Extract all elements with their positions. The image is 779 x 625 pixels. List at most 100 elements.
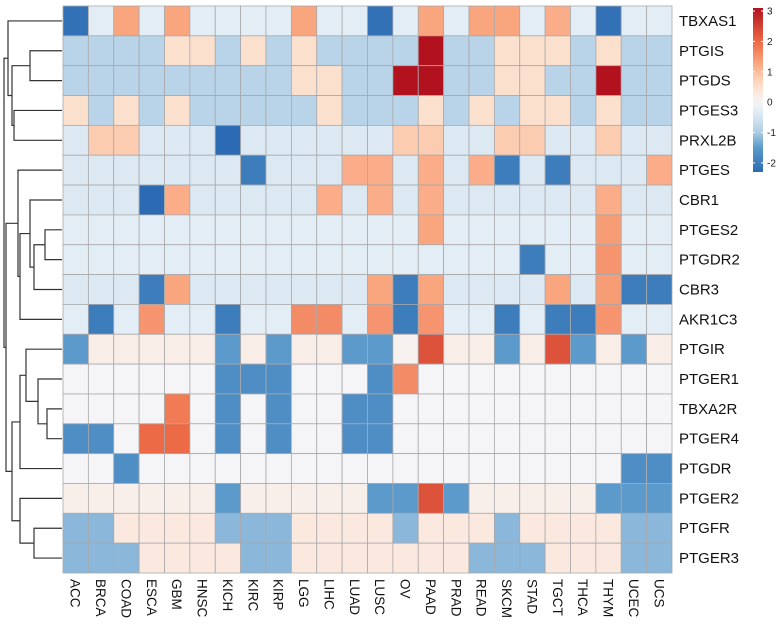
heatmap-cell-PTGER1-ACC: [62, 363, 89, 395]
heatmap-cells: [62, 5, 673, 574]
heatmap-cell-PTGER3-READ: [468, 542, 495, 574]
heatmap-cell-CBR3-KIRC: [240, 274, 267, 305]
heatmap-cell-PTGER3-UCS: [646, 542, 673, 574]
heatmap-cell-AKR1C3-LUAD: [341, 304, 368, 335]
heatmap-cell-PTGES-PRAD: [443, 154, 470, 186]
heatmap-cell-CBR3-COAD: [113, 274, 140, 305]
heatmap-cell-PTGER2-READ: [468, 483, 495, 514]
heatmap-cell-PTGER1-PAAD: [417, 363, 445, 395]
heatmap-cell-PTGES-LUAD: [341, 154, 368, 186]
heatmap-cell-PTGER1-SKCM: [493, 363, 521, 395]
heatmap-cell-PTGIR-HNSC: [189, 333, 216, 365]
heatmap-cell-PTGDR2-UCEC: [620, 244, 648, 275]
heatmap-cell-PTGFR-LGG: [290, 512, 318, 544]
row-label: PTGDR2: [679, 252, 740, 269]
heatmap-cell-PTGDR2-BRCA: [87, 244, 115, 275]
heatmap-cell-PTGIR-COAD: [113, 333, 140, 365]
heatmap-cell-TBXA2R-KIRC: [240, 393, 267, 425]
heatmap-cell-PTGES3-LUAD: [341, 95, 368, 126]
heatmap-cell-PTGER2-STAD: [519, 483, 546, 514]
heatmap-cell-PTGER4-ESCA: [138, 423, 165, 455]
heatmap-cell-PRXL2B-KIRC: [240, 124, 267, 156]
heatmap-cell-AKR1C3-KIRC: [240, 304, 267, 335]
heatmap-cell-AKR1C3-TGCT: [544, 304, 571, 335]
dendrogram-branch: [11, 65, 30, 126]
heatmap-cell-PTGIR-SKCM: [493, 333, 521, 365]
dendrogram-branch: [17, 169, 62, 278]
heatmap-cell-AKR1C3-SKCM: [493, 304, 521, 335]
heatmap-cell-PTGIR-STAD: [519, 333, 546, 365]
heatmap-cell-PTGDR-ESCA: [138, 453, 165, 484]
heatmap-cell-CBR1-ACC: [62, 184, 89, 216]
heatmap-cell-PTGES3-READ: [468, 95, 495, 126]
column-label: BRCA: [93, 579, 108, 617]
heatmap-cell-PTGDS-KIRP: [265, 65, 292, 96]
dendrogram-branch: [37, 378, 62, 425]
heatmap-cell-PTGES-READ: [468, 154, 495, 186]
heatmap-cell-PTGER4-LGG: [290, 423, 318, 455]
heatmap-cell-PRXL2B-UCEC: [620, 124, 648, 156]
heatmap-cell-PTGDS-THYM: [595, 65, 622, 96]
heatmap-cell-PTGFR-KICH: [214, 512, 242, 544]
heatmap-cell-PTGER1-UCS: [646, 363, 673, 395]
heatmap-cell-PRXL2B-PAAD: [417, 124, 445, 156]
heatmap-cell-PTGDR-KICH: [214, 453, 242, 484]
heatmap-cell-PTGFR-LIHC: [316, 512, 343, 544]
heatmap-cell-PRXL2B-THYM: [595, 124, 622, 156]
heatmap-cell-PTGER4-UCS: [646, 423, 673, 455]
heatmap-cell-TBXAS1-THCA: [570, 5, 597, 37]
heatmap-cell-PTGFR-HNSC: [189, 512, 216, 544]
heatmap-cell-PTGES-OV: [392, 154, 419, 186]
heatmap-cell-PTGER4-READ: [468, 423, 495, 455]
heatmap-cell-PTGES2-STAD: [519, 214, 546, 246]
row-label: PTGIS: [679, 43, 724, 60]
heatmap-cell-CBR1-LUSC: [367, 184, 394, 216]
row-label: TBXA2R: [679, 401, 738, 418]
heatmap-cell-PTGER4-THYM: [595, 423, 622, 455]
column-label: UCS: [651, 579, 666, 608]
heatmap-cell-PTGER1-LIHC: [316, 363, 343, 395]
heatmap-cell-CBR3-ESCA: [138, 274, 165, 305]
heatmap-cell-PTGER3-LIHC: [316, 542, 343, 574]
heatmap-cell-PTGES3-PRAD: [443, 95, 470, 126]
heatmap-cell-PRXL2B-SKCM: [493, 124, 521, 156]
heatmap-cell-PTGES2-LGG: [290, 214, 318, 246]
column-label: KICH: [220, 579, 235, 611]
heatmap-cell-TBXA2R-READ: [468, 393, 495, 425]
heatmap-cell-PTGFR-UCS: [646, 512, 673, 544]
heatmap-cell-PTGES2-LIHC: [316, 214, 343, 246]
heatmap-cell-TBXAS1-UCEC: [620, 5, 648, 37]
heatmap-cell-PTGES2-ESCA: [138, 214, 165, 246]
heatmap-cell-PTGDS-PRAD: [443, 65, 470, 96]
heatmap-cell-PTGIS-STAD: [519, 35, 546, 67]
heatmap-cell-PTGIS-PRAD: [443, 35, 470, 67]
heatmap-cell-PTGDS-HNSC: [189, 65, 216, 96]
heatmap-cell-CBR1-THYM: [595, 184, 622, 216]
heatmap-cell-PTGDR-UCEC: [620, 453, 648, 484]
heatmap-cell-AKR1C3-BRCA: [87, 304, 115, 335]
heatmap-cell-TBXAS1-ESCA: [138, 5, 165, 37]
heatmap-cell-PTGES3-KIRC: [240, 95, 267, 126]
heatmap-cell-CBR1-TGCT: [544, 184, 571, 216]
heatmap-cell-TBXAS1-COAD: [113, 5, 140, 37]
heatmap-cell-PTGDR-PRAD: [443, 453, 470, 484]
heatmap-cell-TBXA2R-PRAD: [443, 393, 470, 425]
heatmap-cell-PRXL2B-KICH: [214, 124, 242, 156]
heatmap-cell-PTGIR-TGCT: [544, 333, 571, 365]
heatmap-cell-PTGIS-UCEC: [620, 35, 648, 67]
heatmap-cell-PTGER4-KICH: [214, 423, 242, 455]
heatmap-cell-CBR1-KIRC: [240, 184, 267, 216]
row-dendrogram: [4, 21, 62, 559]
heatmap-cell-CBR3-UCEC: [620, 274, 648, 305]
dendrogram-branch: [29, 50, 62, 82]
heatmap-cell-PTGDS-LIHC: [316, 65, 343, 96]
heatmap-cell-PTGES3-UCEC: [620, 95, 648, 126]
heatmap-cell-PTGER3-KIRC: [240, 542, 267, 574]
heatmap-cell-AKR1C3-STAD: [519, 304, 546, 335]
heatmap-cell-PTGDR2-UCS: [646, 244, 673, 275]
heatmap-cell-PRXL2B-COAD: [113, 124, 140, 156]
heatmap-cell-PTGER1-ESCA: [138, 363, 165, 395]
heatmap-cell-AKR1C3-OV: [392, 304, 419, 335]
heatmap-cell-TBXAS1-KIRP: [265, 5, 292, 37]
heatmap-cell-PTGFR-LUAD: [341, 512, 368, 544]
